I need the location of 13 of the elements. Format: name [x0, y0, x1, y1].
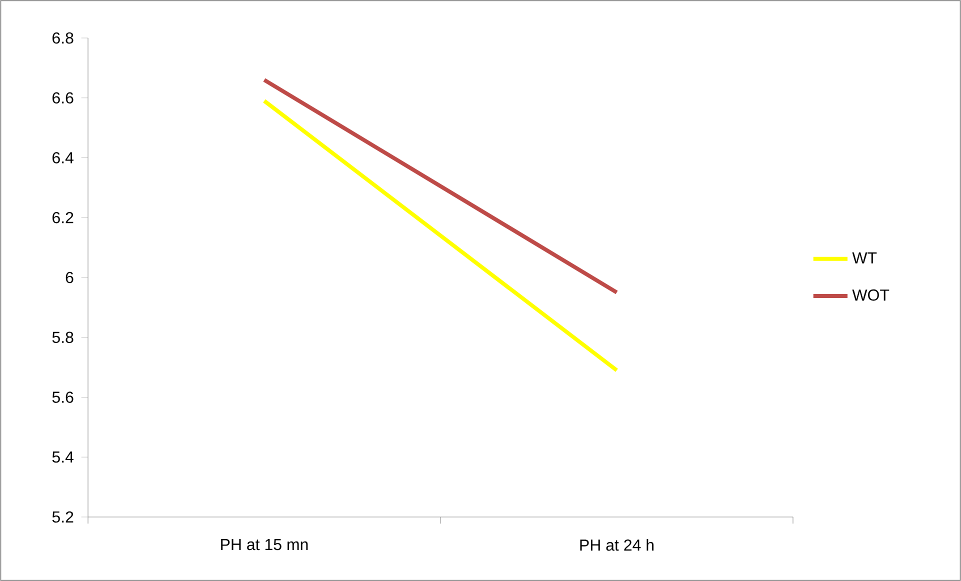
y-tick-label: 5.6: [52, 392, 74, 403]
x-tick-label: PH at 15 mn: [221, 539, 308, 550]
y-tick-label: 6.6: [52, 92, 74, 104]
y-tick-label: 5.8: [52, 332, 74, 344]
y-tick-label: 6.4: [52, 152, 74, 164]
y-tick-label: 5.2: [52, 511, 74, 523]
x-tick-label: PH at 24 h: [580, 539, 654, 551]
legend-label: WT: [852, 252, 877, 264]
y-tick-label: 5.4: [52, 452, 74, 463]
y-tick-label: 6.8: [52, 32, 74, 44]
legend-label: WOT: [852, 289, 890, 301]
y-tick-label: 6: [66, 272, 74, 284]
y-tick-label: 6.2: [52, 212, 74, 224]
